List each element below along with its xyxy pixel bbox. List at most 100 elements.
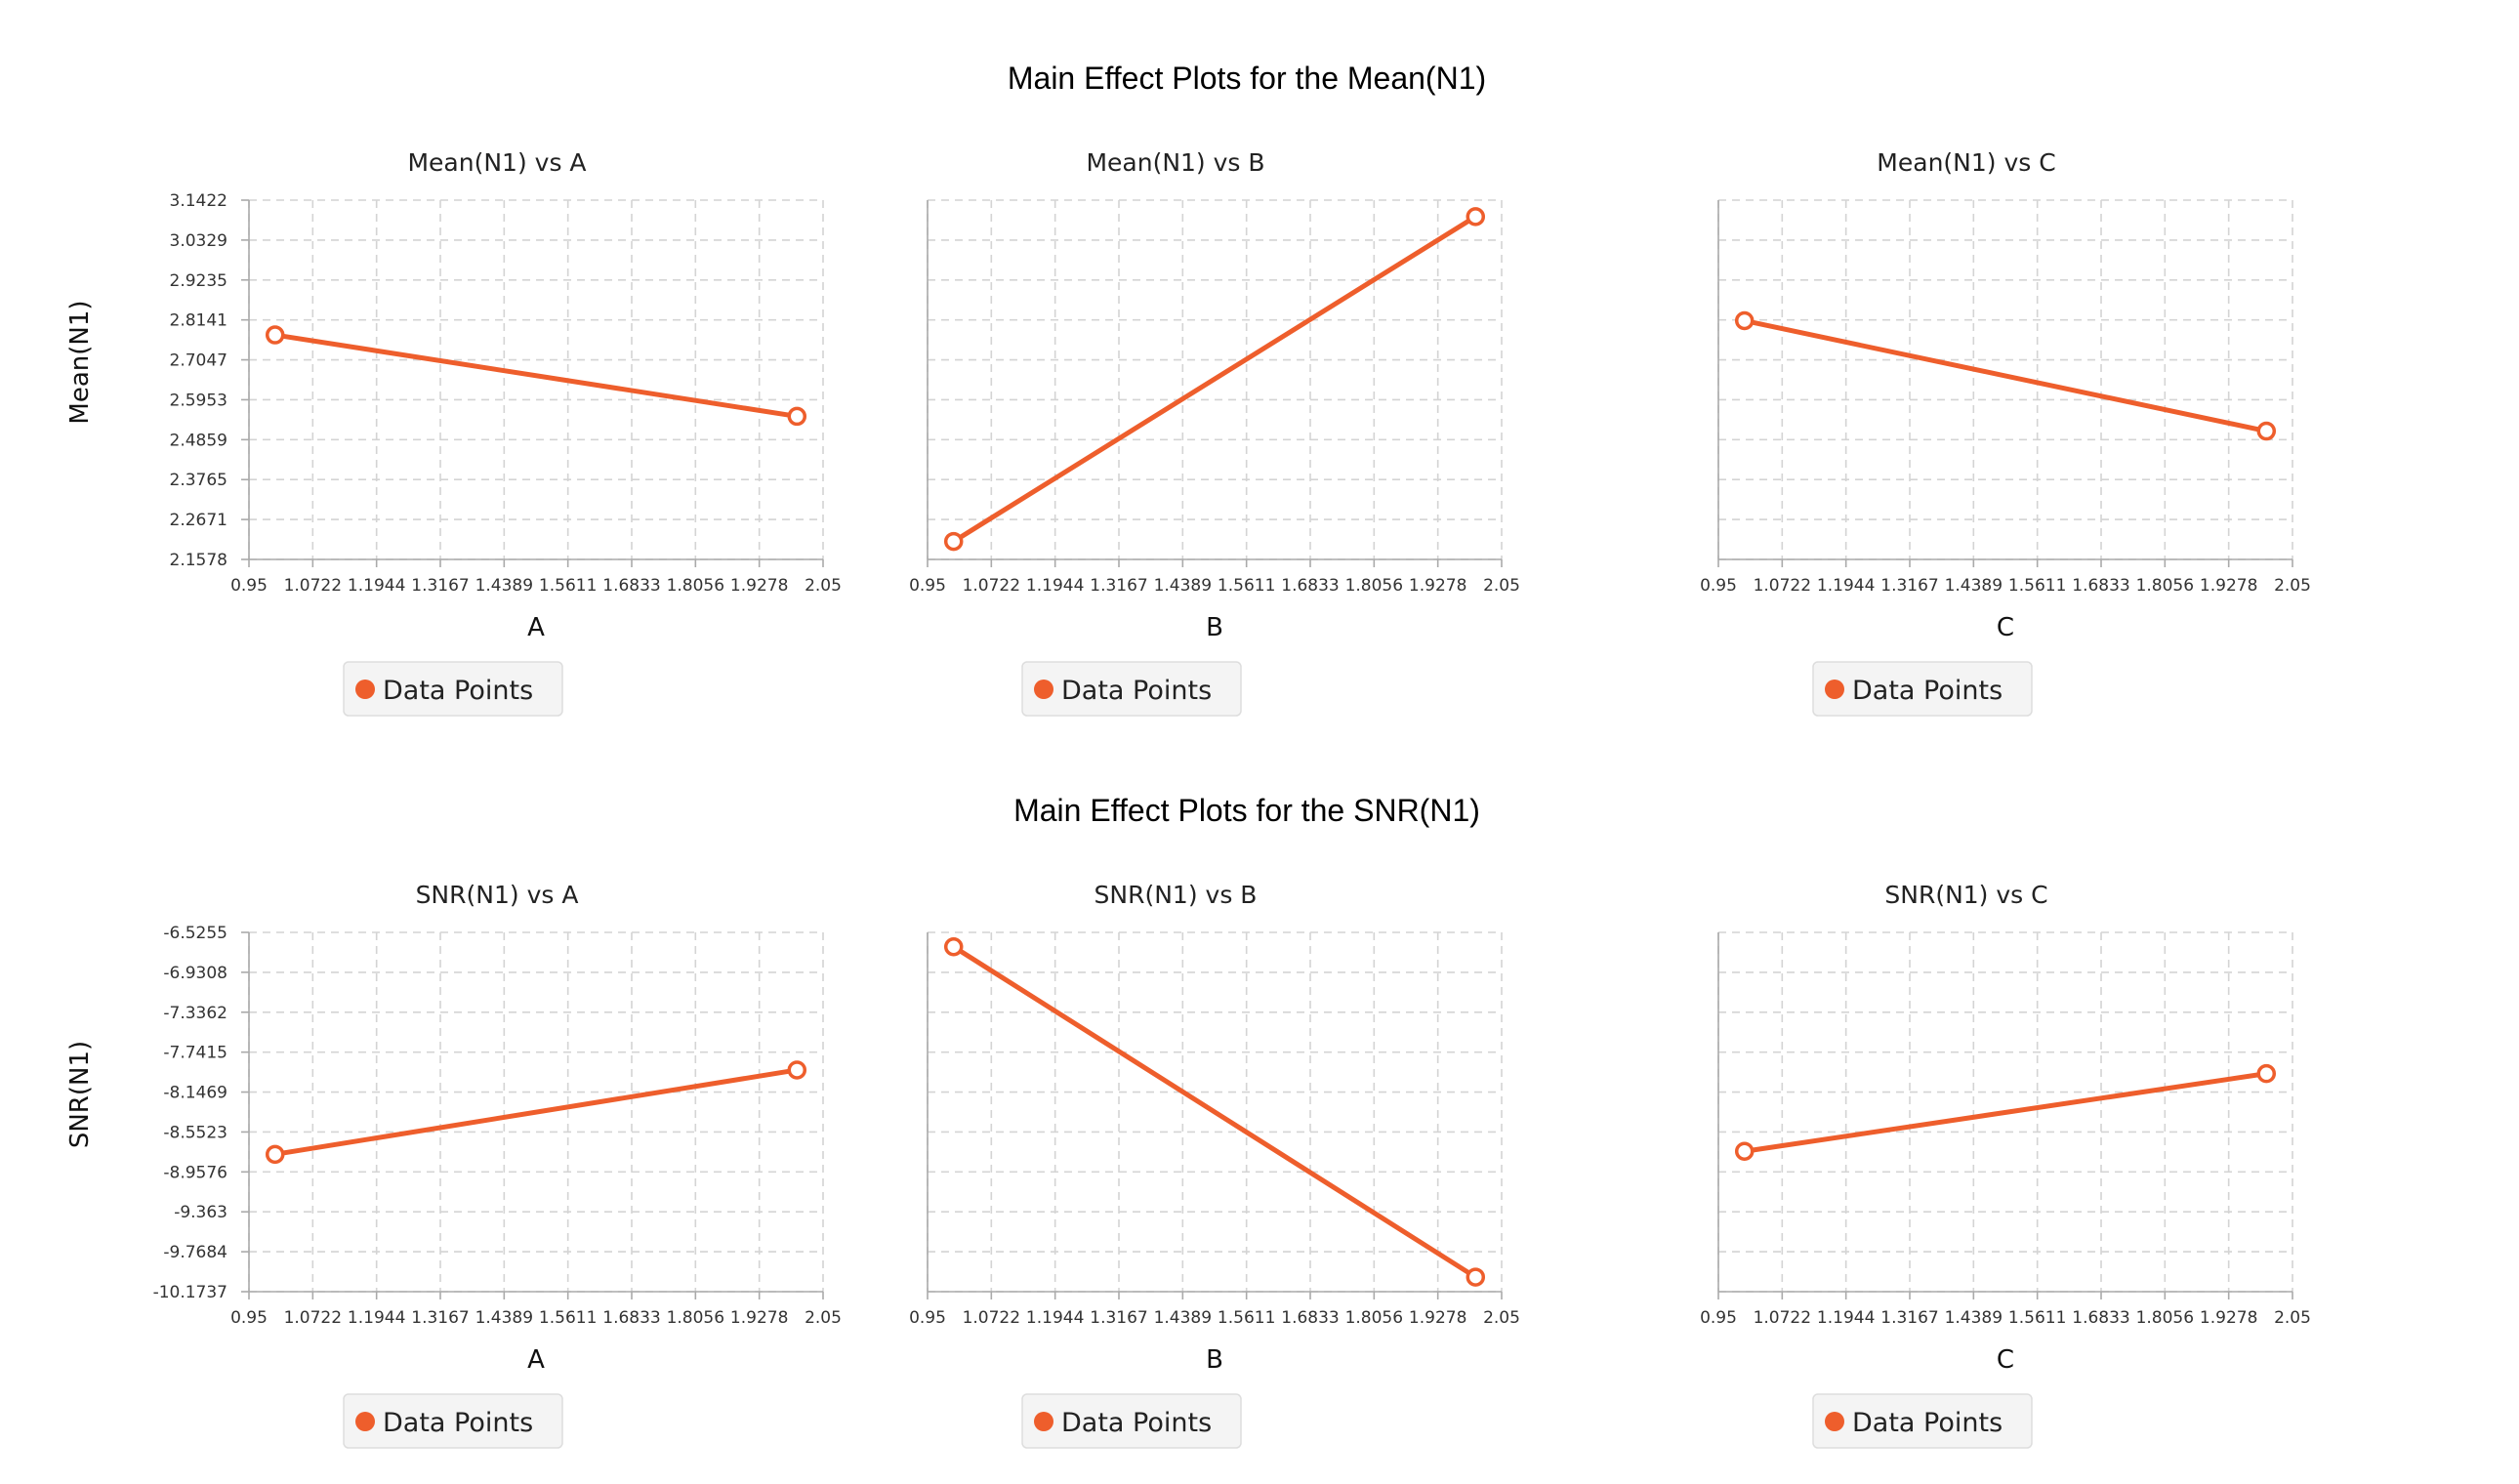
x-tick-label: 0.95: [230, 576, 268, 596]
data-point: [2256, 421, 2277, 441]
x-tick-label: 1.1944: [1026, 576, 1084, 596]
y-tick-label: 2.8141: [170, 311, 227, 331]
y-axis-label: Mean(N1): [65, 300, 95, 424]
y-axis-label: SNR(N1): [65, 1041, 95, 1148]
chart-5: 0.95 1.0722 1.1944 1.3167 1.4389 1.5611 1.6833…: [909, 881, 1520, 1449]
x-tick-label: 1.8056: [2136, 1308, 2194, 1328]
x-tick-label: 2.05: [1483, 576, 1520, 596]
x-tick-label: 1.9278: [2200, 1308, 2257, 1328]
x-tick-label: 2.05: [805, 1308, 842, 1328]
chart-4: 0.95 1.0722 1.1944 1.3167 1.4389 1.5611 1.6833…: [65, 881, 842, 1449]
x-tick-label: 1.5611: [2008, 576, 2066, 596]
x-tick-label: 1.1944: [1817, 1308, 1875, 1328]
series-line: [274, 332, 798, 419]
x-tick-label: 1.0722: [284, 576, 342, 596]
x-tick-label: 1.4389: [1154, 576, 1212, 596]
series-line: [952, 214, 1477, 544]
y-tick-label: 2.9235: [170, 271, 227, 291]
y-tick-label: -6.9308: [163, 964, 227, 983]
x-tick-label: 1.4389: [1945, 1308, 2003, 1328]
x-tick-label: 1.6833: [602, 576, 660, 596]
x-tick-label: 1.0722: [1754, 1308, 1811, 1328]
series-line: [952, 944, 1477, 1280]
legend-marker: [1825, 680, 1844, 699]
legend-label: Data Points: [1061, 676, 1212, 706]
y-tick-label: -9.363: [174, 1203, 227, 1222]
data-point: [265, 1144, 285, 1165]
data-point: [787, 406, 807, 427]
y-tick-label: -10.1737: [153, 1283, 227, 1302]
legend-marker: [1034, 1412, 1053, 1431]
x-tick-label: 0.95: [1700, 1308, 1737, 1328]
y-tick-label: -9.7684: [163, 1243, 227, 1262]
data-point: [2256, 1063, 2277, 1084]
x-tick-label: 1.8056: [667, 576, 724, 596]
plot-title: SNR(N1) vs B: [1094, 881, 1258, 909]
y-tick-label: 2.7047: [170, 351, 227, 371]
legend-marker: [1034, 680, 1053, 699]
x-tick-label: 1.3167: [411, 576, 469, 596]
x-tick-label: 1.3167: [1880, 1308, 1938, 1328]
x-axis-label: A: [527, 613, 545, 642]
chart-3: 0.95 1.0722 1.1944 1.3167 1.4389 1.5611 1.6833…: [1700, 148, 2311, 717]
plot-title: SNR(N1) vs A: [416, 881, 579, 909]
x-tick-label: 1.0722: [1754, 576, 1811, 596]
legend-box: [343, 1393, 563, 1449]
x-tick-label: 1.6833: [602, 1308, 660, 1328]
data-point: [943, 531, 964, 552]
legend-box: [343, 661, 563, 717]
charts-area: 0.95 1.0722 1.1944 1.3167 1.4389 1.5611 1.6833…: [65, 148, 2311, 1449]
y-tick-label: -7.3362: [163, 1004, 227, 1023]
plot-title: Mean(N1) vs B: [1086, 148, 1264, 177]
legend: Data Points: [1812, 661, 2033, 717]
series-line: [274, 1067, 798, 1157]
x-tick-label: 1.0722: [963, 576, 1020, 596]
legend-box: [1812, 661, 2033, 717]
x-tick-label: 1.8056: [2136, 576, 2194, 596]
x-tick-label: 1.9278: [1409, 1308, 1466, 1328]
x-axis-label: C: [1997, 613, 2014, 642]
plot-title: Mean(N1) vs C: [1877, 148, 2055, 177]
series-line: [1744, 1071, 2267, 1154]
x-tick-label: 1.0722: [284, 1308, 342, 1328]
legend: Data Points: [1812, 1393, 2033, 1449]
x-tick-label: 1.1944: [1026, 1308, 1084, 1328]
x-tick-label: 1.1944: [348, 1308, 405, 1328]
x-tick-label: 1.6833: [2072, 576, 2129, 596]
legend: Data Points: [1021, 1393, 1242, 1449]
x-tick-label: 1.1944: [348, 576, 405, 596]
data-point: [1466, 207, 1486, 227]
legend-box: [1021, 1393, 1242, 1449]
x-tick-label: 0.95: [1700, 576, 1737, 596]
x-axis-label: B: [1206, 1345, 1223, 1375]
x-tick-label: 0.95: [230, 1308, 268, 1328]
legend-marker: [1825, 1412, 1844, 1431]
legend-box: [1812, 1393, 2033, 1449]
x-tick-label: 2.05: [2274, 1308, 2311, 1328]
x-tick-label: 2.05: [2274, 576, 2311, 596]
legend-marker: [355, 680, 375, 699]
legend-label: Data Points: [383, 676, 533, 706]
y-tick-label: -8.5523: [163, 1123, 227, 1142]
legend-box: [1021, 661, 1242, 717]
x-tick-label: 1.5611: [539, 1308, 597, 1328]
x-tick-label: 1.5611: [539, 576, 597, 596]
legend-label: Data Points: [383, 1408, 533, 1438]
x-axis-label: B: [1206, 613, 1223, 642]
plot-title: SNR(N1) vs C: [1884, 881, 2047, 909]
x-tick-label: 1.4389: [1945, 576, 2003, 596]
x-tick-label: 1.4389: [475, 576, 533, 596]
data-point: [787, 1060, 807, 1080]
x-tick-label: 1.3167: [1090, 576, 1147, 596]
legend: Data Points: [343, 1393, 563, 1449]
legend-label: Data Points: [1061, 1408, 1212, 1438]
x-tick-label: 1.8056: [1345, 1308, 1403, 1328]
y-tick-label: 2.1578: [170, 551, 227, 570]
y-tick-label: -7.7415: [163, 1044, 227, 1063]
y-tick-label: -8.9576: [163, 1163, 227, 1182]
x-tick-label: 1.8056: [667, 1308, 724, 1328]
chart-2: 0.95 1.0722 1.1944 1.3167 1.4389 1.5611 1.6833…: [909, 148, 1520, 717]
y-tick-label: 2.5953: [170, 391, 227, 410]
y-tick-label: -8.1469: [163, 1084, 227, 1103]
